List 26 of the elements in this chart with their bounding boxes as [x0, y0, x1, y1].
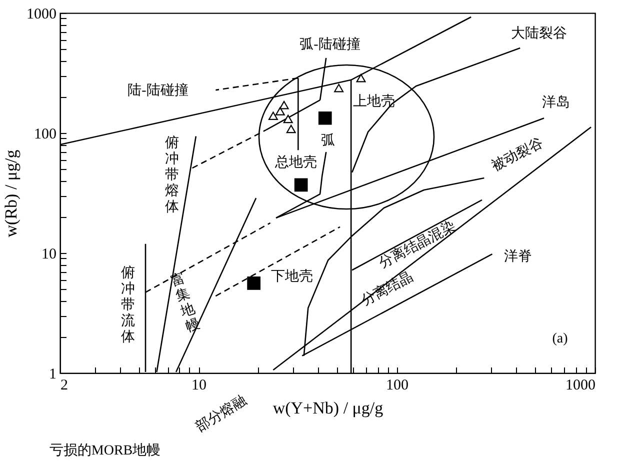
x-tick-label: 2 — [60, 378, 68, 394]
annotation: 上地壳 — [353, 94, 395, 110]
annotation: 俯冲带流体 — [121, 266, 135, 346]
y-tick-label: 1000 — [26, 6, 56, 22]
y-axis-title: w(Rb) / μg/g — [2, 149, 20, 238]
annotation: 下地壳 — [271, 270, 313, 286]
annotation: 洋脊 — [504, 250, 532, 266]
annotation: 陆-陆碰撞 — [128, 84, 188, 100]
annotation: 弧 — [321, 134, 335, 150]
annotation: 俯冲带熔体 — [165, 136, 179, 216]
y-tick-label: 100 — [34, 126, 56, 142]
annotation: 洋岛 — [542, 96, 570, 112]
annotation: 大陆裂谷 — [511, 26, 567, 42]
text: 部分熔融 — [194, 393, 250, 436]
x-tick-label: 1000 — [566, 378, 596, 394]
text: 亏损的MORB地幔 — [49, 444, 161, 460]
annotation: 弧-陆碰撞 — [300, 38, 360, 54]
y-tick-label: 1 — [49, 366, 56, 382]
annotation: 被动裂谷 — [489, 136, 546, 176]
y-tick-label: 10 — [42, 246, 56, 262]
x-axis-title: w(Y+Nb) / μg/g — [272, 398, 384, 418]
x-tick-label: 100 — [386, 378, 409, 394]
annotation: 分离结晶混染 — [377, 218, 459, 272]
x-tick-label: 10 — [192, 378, 207, 394]
annotation: 总地壳 — [275, 156, 317, 172]
annotation: (a) — [552, 332, 568, 348]
